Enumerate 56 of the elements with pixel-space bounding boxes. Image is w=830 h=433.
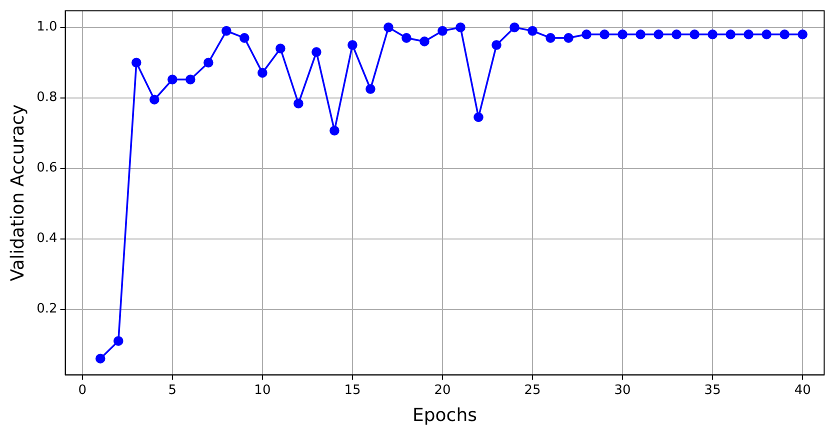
x-tick-label: 40 (794, 382, 811, 398)
point (438, 26, 448, 36)
point (564, 33, 574, 43)
point (95, 354, 106, 364)
point (330, 126, 340, 136)
x-tick-label: 15 (344, 382, 361, 398)
point (654, 30, 664, 40)
point (528, 26, 538, 36)
point (312, 47, 322, 57)
point (186, 74, 196, 84)
point (113, 336, 124, 346)
point (474, 112, 484, 122)
x-tick-label: 25 (524, 382, 541, 398)
point (690, 30, 700, 40)
x-tick-label: 30 (614, 382, 631, 398)
point (582, 30, 592, 40)
point (294, 98, 304, 108)
point (546, 33, 556, 43)
x-tick-label: 0 (78, 382, 87, 398)
point (780, 30, 790, 40)
y-tick-label: 1.0 (36, 20, 58, 35)
point (600, 30, 610, 40)
point (762, 30, 772, 40)
point (672, 30, 682, 40)
point (492, 40, 502, 50)
point (726, 30, 736, 40)
point (258, 68, 268, 78)
x-tick-label: 5 (168, 382, 177, 398)
point (636, 30, 646, 40)
y-axis-title: Validation Accuracy (7, 104, 28, 282)
point (708, 30, 718, 40)
point (384, 22, 394, 32)
y-tick-label: 0.4 (36, 231, 58, 246)
point (348, 40, 358, 50)
x-tick-label: 20 (434, 382, 451, 398)
x-tick-label: 10 (254, 382, 271, 398)
point (798, 30, 808, 40)
point (240, 33, 250, 43)
y-tick-label: 0.8 (36, 90, 58, 106)
point (420, 36, 430, 46)
point (222, 26, 232, 36)
y-tick-label: 0.6 (36, 160, 58, 176)
point (276, 44, 286, 54)
x-tick-label: 35 (704, 382, 721, 398)
point (150, 94, 160, 104)
point (456, 22, 466, 32)
point (618, 30, 628, 40)
y-tick-label: 0.2 (36, 302, 58, 317)
point (204, 58, 214, 68)
point (168, 74, 178, 84)
x-axis-title: Epochs (412, 404, 477, 426)
point (131, 58, 142, 68)
point (402, 33, 412, 43)
point (366, 84, 376, 94)
point (744, 30, 754, 40)
point (510, 22, 520, 32)
